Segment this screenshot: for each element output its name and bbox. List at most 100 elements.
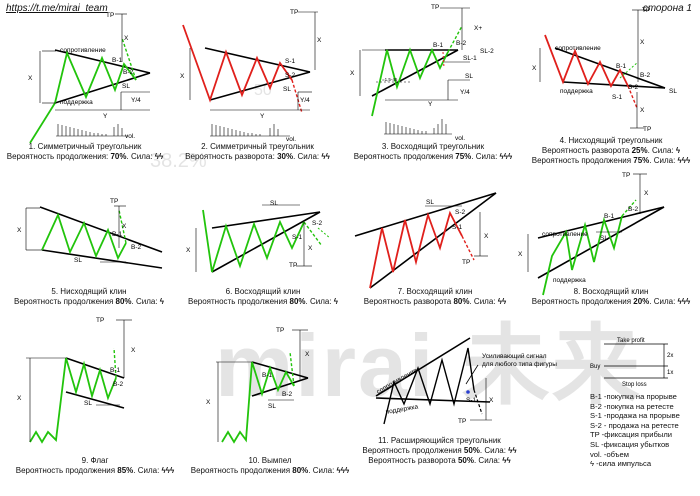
svg-text:TP: TP <box>289 262 297 269</box>
svg-text:X: X <box>308 245 313 252</box>
svg-text:X: X <box>317 37 322 44</box>
svg-text:B-2: B-2 <box>131 244 142 251</box>
svg-text:X: X <box>518 251 523 258</box>
svg-text:сопротивление: сопротивление <box>542 231 588 238</box>
svg-text:Stop loss: Stop loss <box>622 382 647 388</box>
svg-text:SL: SL <box>465 73 473 80</box>
svg-text:Y: Y <box>103 113 108 120</box>
svg-text:B-2: B-2 <box>628 206 639 213</box>
svg-text:B-1: B-1 <box>433 42 444 49</box>
svg-text:Y/4: Y/4 <box>131 97 141 104</box>
svg-text:TP: TP <box>458 418 466 425</box>
svg-text:SL-1: SL-1 <box>463 55 477 62</box>
legend-item: B-1 -покупка на прорыве <box>590 392 677 401</box>
legend-item: B-2 -покупка на ретесте <box>590 401 674 411</box>
svg-text:SL: SL <box>669 88 677 95</box>
svg-text:S-2: S-2 <box>285 72 296 79</box>
channel-link[interactable]: https://t.me/mirai_team <box>6 3 108 14</box>
svg-text:X: X <box>350 70 355 77</box>
svg-text:S-2: S-2 <box>312 220 323 227</box>
amplifying-signal-label: Усиливающий сигнал <box>482 352 547 360</box>
svg-text:TP: TP <box>106 12 114 19</box>
pattern-4-caption: 4. Нисходящий треугольник Вероятность ра… <box>531 136 691 165</box>
pattern-11-caption: 11. Расширяющийся треугольник Вероятност… <box>362 436 517 465</box>
svg-text:X: X <box>180 73 185 80</box>
svg-text:S-1: S-1 <box>285 58 296 65</box>
svg-text:B-2: B-2 <box>282 391 293 398</box>
svg-text:TP: TP <box>462 259 470 266</box>
svg-text:S-1: S-1 <box>612 94 623 101</box>
legend-item: SL -фиксация убытков <box>590 439 670 449</box>
svg-text:X: X <box>131 347 136 354</box>
svg-text:B-2: B-2 <box>456 40 467 47</box>
svg-text:X: X <box>644 190 649 197</box>
svg-text:vol.: vol. <box>455 135 465 142</box>
svg-text:TP: TP <box>276 327 284 334</box>
svg-text:B-1: B-1 <box>604 213 615 220</box>
svg-text:2x: 2x <box>667 353 673 359</box>
page-label: сторона 1 <box>642 3 692 14</box>
svg-text:SL: SL <box>270 200 278 207</box>
legend-item: S-2 - продажа на ретесте <box>590 420 679 430</box>
svg-text:B-2: B-2 <box>640 72 651 79</box>
pattern-9-caption: 9. Флаг Вероятность продолжения 85%. Сил… <box>15 456 175 475</box>
svg-text:SL: SL <box>268 403 276 410</box>
pattern-5-caption: 5. Нисходящий клин Вероятность продолжен… <box>13 287 165 306</box>
legend-item: TP -фиксация прибыли <box>590 430 672 440</box>
svg-text:Take profit: Take profit <box>617 338 645 344</box>
pattern-7-caption: 7. Восходящий клин Вероятность разворота… <box>363 287 507 306</box>
svg-text:SL: SL <box>426 199 434 206</box>
svg-text:Buy: Buy <box>590 364 600 370</box>
svg-text:X: X <box>124 35 129 42</box>
svg-text:S-2: S-2 <box>455 209 466 216</box>
pattern-10-caption: 10. Вымпел Вероятность продолжения 80%. … <box>190 456 350 475</box>
pattern-8-caption: 8. Восходящий клин Вероятность продолжен… <box>531 287 691 306</box>
pattern-6-caption: 6. Восходящий клин Вероятность продолжен… <box>187 287 339 306</box>
svg-text:TP: TP <box>642 7 650 14</box>
svg-text:X: X <box>484 233 489 240</box>
svg-text:vol.: vol. <box>286 136 296 143</box>
svg-text:B-2: B-2 <box>123 69 134 76</box>
svg-text:SL: SL <box>283 86 291 93</box>
svg-text:=1,5-45: =1,5-45 <box>382 77 398 82</box>
pattern-1-caption: 1. Симметричный треугольник Вероятность … <box>6 142 164 161</box>
svg-text:X: X <box>532 65 537 72</box>
svg-text:для любого типа фигуры: для любого типа фигуры <box>482 360 557 368</box>
legend-item: S-1 -продажа на прорыве <box>590 411 680 421</box>
svg-text:Y/4: Y/4 <box>460 89 470 96</box>
legend: B-1 -покупка на прорыве B-2 -покупка на … <box>590 392 680 469</box>
pattern-3-caption: 3. Восходящий треугольник Вероятность пр… <box>353 142 513 161</box>
svg-text:X: X <box>122 223 127 230</box>
svg-text:X: X <box>28 75 33 82</box>
svg-text:поддержка: поддержка <box>553 277 586 284</box>
svg-text:SL: SL <box>600 235 608 242</box>
svg-text:TP: TP <box>96 317 104 324</box>
svg-text:B-1: B-1 <box>112 57 123 64</box>
svg-text:TP: TP <box>643 126 651 133</box>
svg-text:B-1: B-1 <box>110 367 121 374</box>
svg-text:X: X <box>489 397 494 404</box>
svg-text:S-1: S-1 <box>292 234 303 241</box>
svg-text:X+: X+ <box>474 25 482 32</box>
svg-text:поддержка: поддержка <box>560 88 593 95</box>
svg-text:X: X <box>640 39 645 46</box>
svg-text:SL: SL <box>74 257 82 264</box>
svg-text:X: X <box>206 399 211 406</box>
svg-text:B-1: B-1 <box>112 231 123 238</box>
legend-item: vol. -объем <box>590 449 629 459</box>
svg-text:TP: TP <box>431 4 439 11</box>
legend-item: ϟ -сила импульса <box>590 459 652 469</box>
svg-text:TP: TP <box>290 9 298 16</box>
svg-text:B-1: B-1 <box>262 372 273 379</box>
pattern-2-caption: 2. Симметричный треугольник Вероятность … <box>185 142 330 161</box>
